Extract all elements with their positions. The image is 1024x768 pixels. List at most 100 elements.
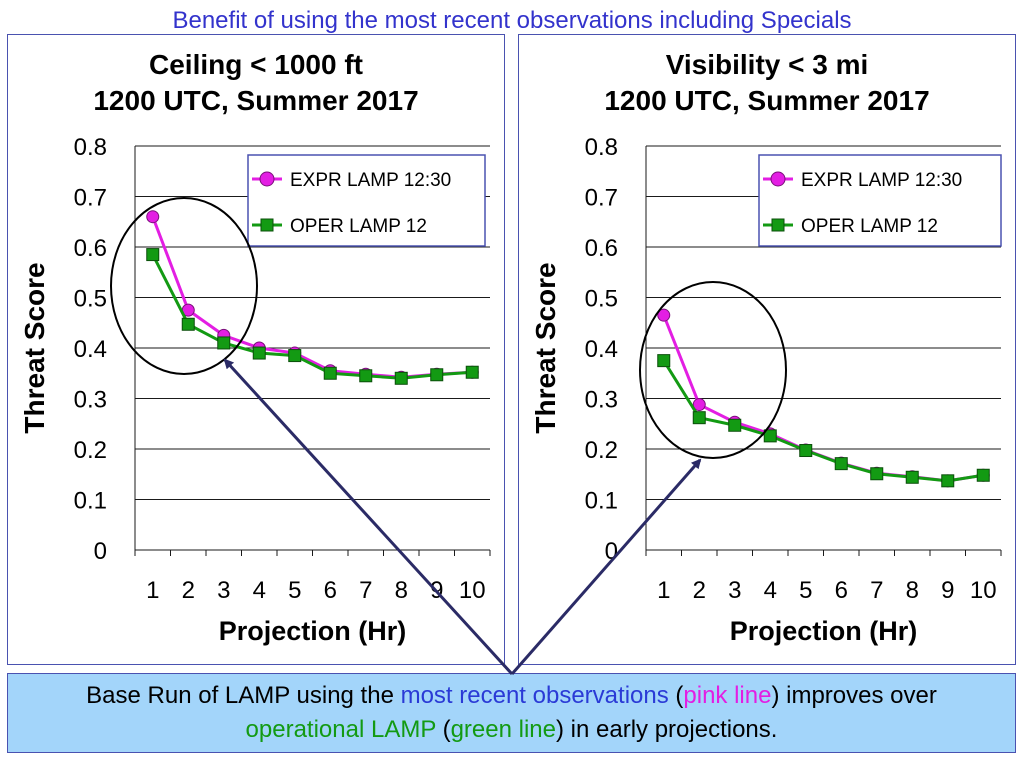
oper-lamp-point bbox=[181, 317, 195, 331]
legend-label: EXPR LAMP 12:30 bbox=[290, 170, 451, 191]
x-tick-label: 2 bbox=[693, 577, 706, 604]
x-tick-label: 8 bbox=[395, 577, 408, 604]
oper-lamp-point bbox=[763, 429, 777, 443]
caption-part: ( bbox=[435, 716, 451, 743]
legend-label: OPER LAMP 12 bbox=[290, 216, 427, 237]
y-tick-label: 0.5 bbox=[585, 286, 618, 313]
oper-lamp-point bbox=[941, 474, 955, 488]
legend-marker bbox=[260, 218, 274, 232]
expr-lamp-point bbox=[146, 210, 160, 224]
caption-operational-lamp: operational LAMP bbox=[245, 716, 436, 743]
chart-visibility: 0 0.1 0.2 0.3 0.4 0.5 0.6 0.7 0.8 1 2 3 4 5 6 7 8 9 10 Proj… bbox=[530, 134, 1002, 646]
legend-marker bbox=[771, 218, 785, 232]
highlight-ellipse bbox=[639, 281, 787, 459]
oper-lamp-point bbox=[692, 411, 706, 425]
chart-title-line-1: Visibility < 3 mi bbox=[665, 49, 869, 80]
chart-panel-visibility: Visibility < 3 mi 1200 UTC, Summer 2017 … bbox=[518, 34, 1016, 665]
chart-panel-ceiling: Ceiling < 1000 ft 1200 UTC, Summer 2017 … bbox=[7, 34, 505, 665]
y-tick-label: 0.7 bbox=[585, 185, 618, 212]
caption-green-line: green line bbox=[450, 716, 556, 743]
x-tick-label: 3 bbox=[728, 577, 741, 604]
oper-lamp-point bbox=[870, 467, 884, 481]
oper-lamp-point bbox=[657, 354, 671, 368]
oper-lamp-point bbox=[323, 366, 337, 380]
oper-lamp-point bbox=[728, 418, 742, 432]
x-tick-label: 3 bbox=[217, 577, 230, 604]
oper-lamp-point bbox=[465, 365, 479, 379]
y-tick-label: 0.4 bbox=[74, 336, 107, 363]
x-tick-label: 4 bbox=[253, 577, 266, 604]
chart-title-line-1: Ceiling < 1000 ft bbox=[149, 49, 363, 80]
y-tick-label: 0 bbox=[605, 538, 618, 565]
y-tick-label: 0.7 bbox=[74, 185, 107, 212]
caption-text: Base Run of LAMP using the most recent o… bbox=[28, 679, 995, 747]
oper-lamp-point bbox=[394, 371, 408, 385]
y-tick-label: 0.3 bbox=[74, 387, 107, 414]
y-tick-label: 0.1 bbox=[74, 488, 107, 515]
legend-label: OPER LAMP 12 bbox=[801, 216, 938, 237]
x-tick-label: 7 bbox=[870, 577, 883, 604]
chart-title-visibility: Visibility < 3 mi 1200 UTC, Summer 2017 bbox=[519, 47, 1015, 119]
expr-lamp-point bbox=[692, 398, 706, 412]
oper-lamp-point bbox=[288, 349, 302, 363]
caption-part: ) improves over bbox=[771, 682, 937, 709]
caption-recent-observations: most recent observations bbox=[400, 682, 669, 709]
x-tick-label: 10 bbox=[970, 577, 997, 604]
x-tick-label: 5 bbox=[288, 577, 301, 604]
x-tick-label: 9 bbox=[941, 577, 954, 604]
oper-lamp-point bbox=[217, 336, 231, 350]
chart-ceiling: 0 0.1 0.2 0.3 0.4 0.5 0.6 0.7 0.8 1 2 3 4 5 6 7 8 9 10 Proj… bbox=[19, 134, 491, 646]
chart-title-line-2: 1200 UTC, Summer 2017 bbox=[93, 85, 419, 116]
y-tick-label: 0.1 bbox=[585, 488, 618, 515]
oper-lamp-point bbox=[834, 457, 848, 471]
y-axis-title: Threat Score bbox=[530, 262, 561, 433]
caption-part: ) in early projections. bbox=[556, 716, 778, 743]
caption-part: ( bbox=[668, 682, 684, 709]
highlight-ellipse bbox=[110, 197, 258, 375]
oper-lamp-point bbox=[976, 468, 990, 482]
y-tick-label: 0.6 bbox=[74, 235, 107, 262]
oper-lamp-point bbox=[146, 248, 160, 262]
oper-lamp-point bbox=[799, 444, 813, 458]
chart-title-line-2: 1200 UTC, Summer 2017 bbox=[604, 85, 930, 116]
oper-lamp-point bbox=[359, 369, 373, 383]
caption-box: Base Run of LAMP using the most recent o… bbox=[7, 673, 1016, 753]
oper-lamp-point bbox=[252, 346, 266, 360]
x-tick-label: 1 bbox=[146, 577, 159, 604]
caption-part: Base Run of LAMP using the bbox=[86, 682, 401, 709]
chart-title-ceiling: Ceiling < 1000 ft 1200 UTC, Summer 2017 bbox=[8, 47, 504, 119]
x-tick-label: 8 bbox=[906, 577, 919, 604]
y-tick-label: 0.5 bbox=[74, 286, 107, 313]
y-tick-label: 0 bbox=[94, 538, 107, 565]
x-tick-label: 6 bbox=[835, 577, 848, 604]
x-tick-label: 6 bbox=[324, 577, 337, 604]
x-tick-label: 9 bbox=[430, 577, 443, 604]
y-axis-title: Threat Score bbox=[19, 262, 50, 433]
y-tick-label: 0.2 bbox=[74, 437, 107, 464]
x-axis-title: Projection (Hr) bbox=[219, 616, 407, 646]
y-tick-label: 0.6 bbox=[585, 235, 618, 262]
x-tick-label: 10 bbox=[459, 577, 486, 604]
oper-lamp-series-line bbox=[662, 359, 984, 483]
oper-lamp-point bbox=[430, 368, 444, 382]
y-tick-label: 0.4 bbox=[585, 336, 618, 363]
legend-marker bbox=[770, 171, 786, 187]
x-tick-label: 4 bbox=[764, 577, 777, 604]
legend-box bbox=[758, 154, 1002, 247]
x-tick-label: 2 bbox=[182, 577, 195, 604]
y-tick-label: 0.8 bbox=[585, 134, 618, 161]
oper-lamp-point bbox=[905, 470, 919, 484]
y-tick-label: 0.2 bbox=[585, 437, 618, 464]
slide-title: Benefit of using the most recent observa… bbox=[172, 7, 852, 34]
x-tick-label: 1 bbox=[657, 577, 670, 604]
caption-pink-line: pink line bbox=[683, 682, 772, 709]
legend-box bbox=[247, 154, 486, 247]
legend-label: EXPR LAMP 12:30 bbox=[801, 170, 962, 191]
x-axis-title: Projection (Hr) bbox=[730, 616, 918, 646]
x-tick-label: 5 bbox=[799, 577, 812, 604]
legend-marker bbox=[259, 171, 275, 187]
y-tick-label: 0.3 bbox=[585, 387, 618, 414]
y-tick-label: 0.8 bbox=[74, 134, 107, 161]
oper-lamp-series-line bbox=[151, 253, 473, 380]
expr-lamp-point bbox=[657, 308, 671, 322]
